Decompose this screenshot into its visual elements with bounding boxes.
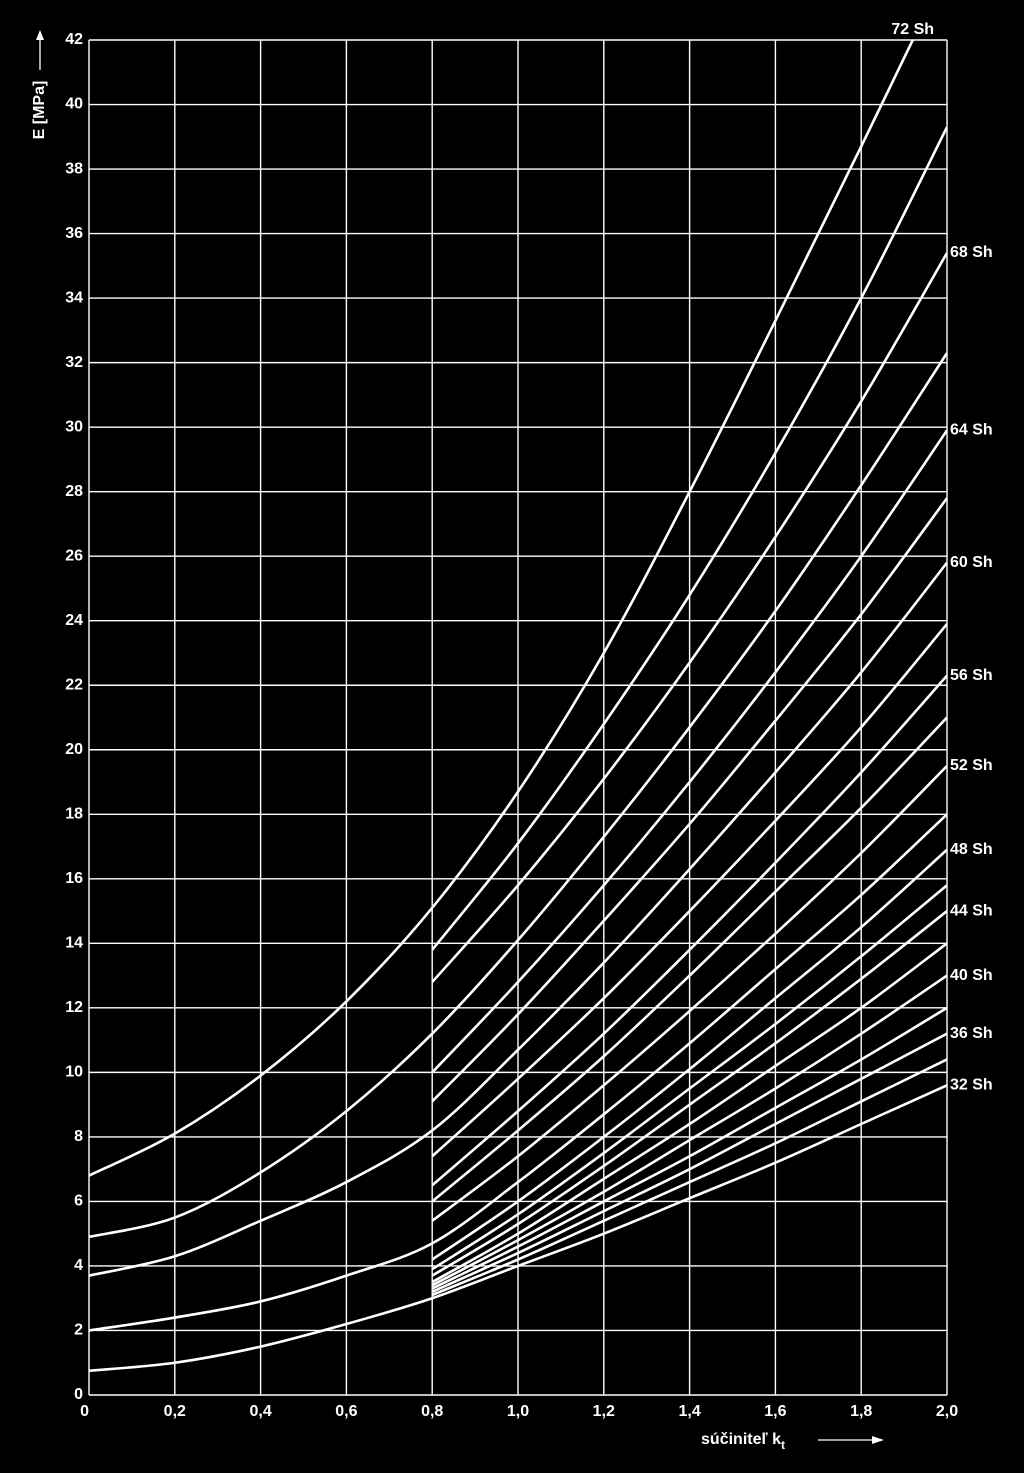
- y-tick-label: 34: [65, 289, 83, 306]
- x-tick-label: 1,2: [593, 1403, 615, 1420]
- x-tick-label: 1,4: [678, 1403, 700, 1420]
- curve: [431, 1058, 947, 1297]
- y-tick-label: 28: [65, 483, 83, 500]
- y-tick-label: 14: [65, 935, 83, 952]
- curve: [89, 813, 947, 1332]
- y-tick-label: 42: [65, 31, 83, 48]
- x-tick-label: 0,4: [249, 1403, 271, 1420]
- x-axis-label: súčiniteľ kt: [701, 1431, 785, 1452]
- y-arrow-head: [36, 30, 44, 40]
- curve: [431, 942, 947, 1284]
- curve: [431, 848, 947, 1261]
- y-axis-label: E [MPa]: [31, 81, 48, 140]
- curve: [89, 40, 915, 1177]
- x-tick-label: 1,8: [850, 1403, 872, 1420]
- x-tick-label: 1,0: [507, 1403, 529, 1420]
- y-tick-label: 16: [65, 870, 83, 887]
- curve: [431, 674, 947, 1187]
- series-label: 36 Sh: [950, 1025, 993, 1042]
- y-tick-label: 18: [65, 806, 83, 823]
- series-label: 60 Sh: [950, 554, 993, 571]
- curve: [431, 1006, 947, 1290]
- series-label: 48 Sh: [950, 841, 993, 858]
- x-tick-label: 0,2: [164, 1403, 186, 1420]
- series-label: 68 Sh: [950, 244, 993, 261]
- y-tick-label: 26: [65, 547, 83, 564]
- curve: [89, 352, 947, 1239]
- y-tick-label: 22: [65, 676, 83, 693]
- series-label: 64 Sh: [950, 422, 993, 439]
- y-tick-label: 6: [74, 1193, 83, 1210]
- curve: [431, 884, 947, 1271]
- curve: [431, 1032, 947, 1293]
- y-tick-label: 2: [74, 1322, 83, 1339]
- y-tick-label: 32: [65, 354, 83, 371]
- x-axis-label-text: súčiniteľ k: [701, 1431, 781, 1448]
- curve: [431, 126, 947, 951]
- x-tick-label: 1,6: [764, 1403, 786, 1420]
- y-tick-label: 40: [65, 96, 83, 113]
- curve: [431, 974, 947, 1287]
- series-label: 56 Sh: [950, 667, 993, 684]
- series-label: 72 Sh: [891, 21, 934, 38]
- y-tick-label: 8: [74, 1128, 83, 1145]
- curve: [431, 252, 947, 983]
- y-tick-label: 30: [65, 418, 83, 435]
- x-tick-label: 0,8: [421, 1403, 443, 1420]
- curve: [431, 429, 947, 1074]
- curve: [431, 910, 947, 1277]
- series-label: 40 Sh: [950, 967, 993, 984]
- y-tick-label: 4: [74, 1257, 83, 1274]
- x-tick-label: 2,0: [936, 1403, 958, 1420]
- y-tick-label: 20: [65, 741, 83, 758]
- curve: [89, 1084, 947, 1373]
- y-tick-label: 0: [74, 1386, 83, 1403]
- y-tick-label: 24: [65, 612, 83, 629]
- y-tick-label: 12: [65, 999, 83, 1016]
- series-label: 52 Sh: [950, 757, 993, 774]
- y-tick-label: 10: [65, 1064, 83, 1081]
- series-label: 44 Sh: [950, 902, 993, 919]
- curve: [89, 561, 947, 1277]
- curve: [431, 497, 947, 1103]
- y-tick-label: 38: [65, 160, 83, 177]
- x-axis-label-sub: t: [781, 1438, 785, 1452]
- curve: [431, 623, 947, 1158]
- x-tick-label: 0,6: [335, 1403, 357, 1420]
- y-tick-label: 36: [65, 225, 83, 242]
- x-arrow-head: [872, 1436, 884, 1444]
- curve: [431, 716, 947, 1203]
- x-tick-label: 0: [80, 1403, 89, 1420]
- curve: [431, 764, 947, 1222]
- series-label: 32 Sh: [950, 1077, 993, 1094]
